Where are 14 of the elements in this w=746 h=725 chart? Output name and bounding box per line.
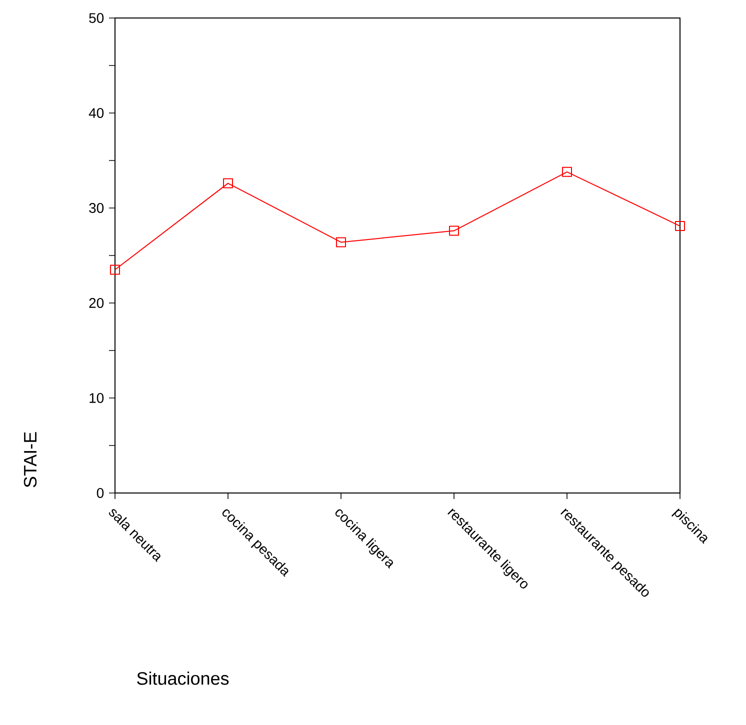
- point: [223, 178, 233, 188]
- y-tick-label: 50: [89, 13, 104, 23]
- y-tick-label: 40: [88, 108, 104, 118]
- point: [449, 226, 460, 236]
- point: [675, 221, 686, 232]
- point: [562, 166, 572, 177]
- x-axis-title: Situaciones: [137, 672, 229, 685]
- y-axis-title: STAI-E: [24, 432, 37, 488]
- y-tick-label: 20: [89, 298, 104, 308]
- y-tick-label: 10: [90, 393, 104, 403]
- point: [110, 264, 120, 275]
- y-tick-label: 0: [96, 488, 104, 498]
- point: [336, 237, 346, 248]
- y-tick-label: 30: [89, 203, 104, 213]
